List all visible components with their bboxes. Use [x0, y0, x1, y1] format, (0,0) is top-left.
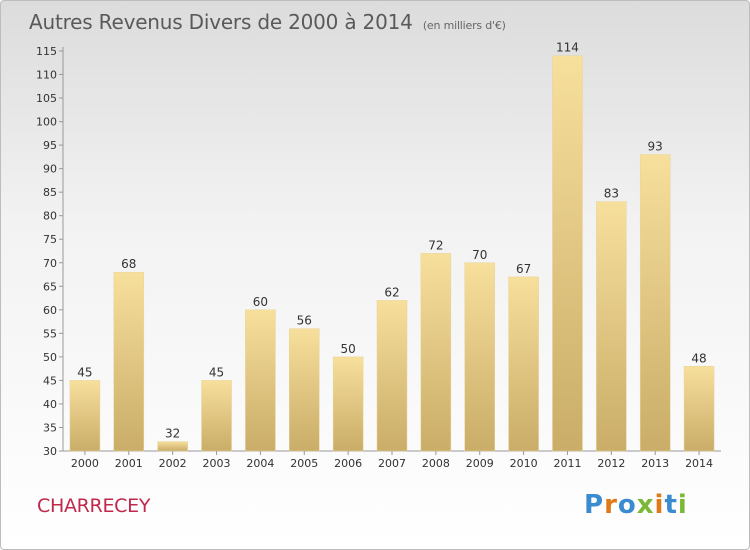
x-tick-label: 2013: [641, 457, 669, 470]
x-tick-label: 2009: [466, 457, 494, 470]
y-tick-label: 115: [36, 45, 57, 58]
chart-title: Autres Revenus Divers de 2000 à 2014 (en…: [29, 10, 506, 34]
y-tick-label: 30: [43, 445, 57, 458]
data-label: 45: [77, 365, 92, 379]
bar: [508, 276, 539, 452]
data-label: 72: [428, 238, 443, 252]
y-tick-label: 35: [43, 421, 57, 434]
y-tick-label: 75: [43, 233, 57, 246]
data-label: 83: [604, 187, 619, 201]
bar: [69, 380, 101, 452]
proxiti-logo: Proxiti: [584, 490, 688, 520]
y-tick-label: 60: [43, 304, 57, 317]
data-label: 50: [340, 342, 355, 356]
y-tick-label: 100: [36, 116, 57, 129]
data-label: 67: [516, 262, 531, 276]
bar: [245, 309, 276, 452]
y-tick-label: 105: [36, 92, 57, 105]
y-tick-label: 95: [43, 139, 57, 152]
y-tick-label: 85: [43, 186, 57, 199]
data-label: 114: [556, 41, 579, 55]
bar: [639, 154, 671, 452]
commune-name: CHARRECEY: [37, 495, 151, 517]
y-tick-label: 40: [43, 398, 57, 411]
data-label: 56: [297, 314, 312, 328]
y-tick-label: 90: [43, 163, 57, 176]
data-label: 48: [691, 351, 706, 365]
x-tick-label: 2011: [553, 457, 581, 470]
bar: [332, 356, 364, 452]
chart-title-text: Autres Revenus Divers de 2000 à 2014: [29, 10, 413, 34]
data-label: 68: [121, 257, 136, 271]
bar: [201, 380, 232, 452]
x-tick-label: 2006: [334, 457, 362, 470]
x-tick-label: 2000: [71, 457, 99, 470]
x-tick-label: 2003: [203, 457, 231, 470]
x-tick-label: 2005: [290, 457, 318, 470]
bar: [113, 271, 145, 452]
bar: [464, 262, 495, 452]
bar: [552, 55, 583, 452]
y-tick-label: 70: [43, 257, 57, 270]
x-tick-label: 2014: [685, 457, 713, 470]
y-tick-label: 50: [43, 351, 57, 364]
data-label: 70: [472, 248, 487, 262]
y-tick-label: 55: [43, 327, 57, 340]
data-label: 60: [253, 295, 268, 309]
bar: [420, 253, 452, 452]
bar: [157, 441, 188, 452]
data-label: 62: [384, 285, 399, 299]
x-tick-label: 2007: [378, 457, 406, 470]
bar: [596, 201, 627, 452]
y-tick-label: 80: [43, 210, 57, 223]
y-tick-label: 45: [43, 374, 57, 387]
bar: [683, 366, 715, 452]
data-label: 32: [165, 427, 180, 441]
x-tick-label: 2010: [510, 457, 538, 470]
x-tick-label: 2004: [246, 457, 274, 470]
x-tick-label: 2012: [597, 457, 625, 470]
data-label: 93: [648, 140, 663, 154]
data-label: 45: [209, 365, 224, 379]
x-tick-label: 2001: [115, 457, 143, 470]
x-tick-label: 2002: [159, 457, 187, 470]
chart-subtitle: (en milliers d'€): [422, 19, 506, 32]
x-tick-label: 2008: [422, 457, 450, 470]
y-tick-label: 65: [43, 280, 57, 293]
bar: [289, 328, 320, 452]
y-tick-label: 110: [36, 69, 57, 82]
bar: [376, 300, 408, 452]
